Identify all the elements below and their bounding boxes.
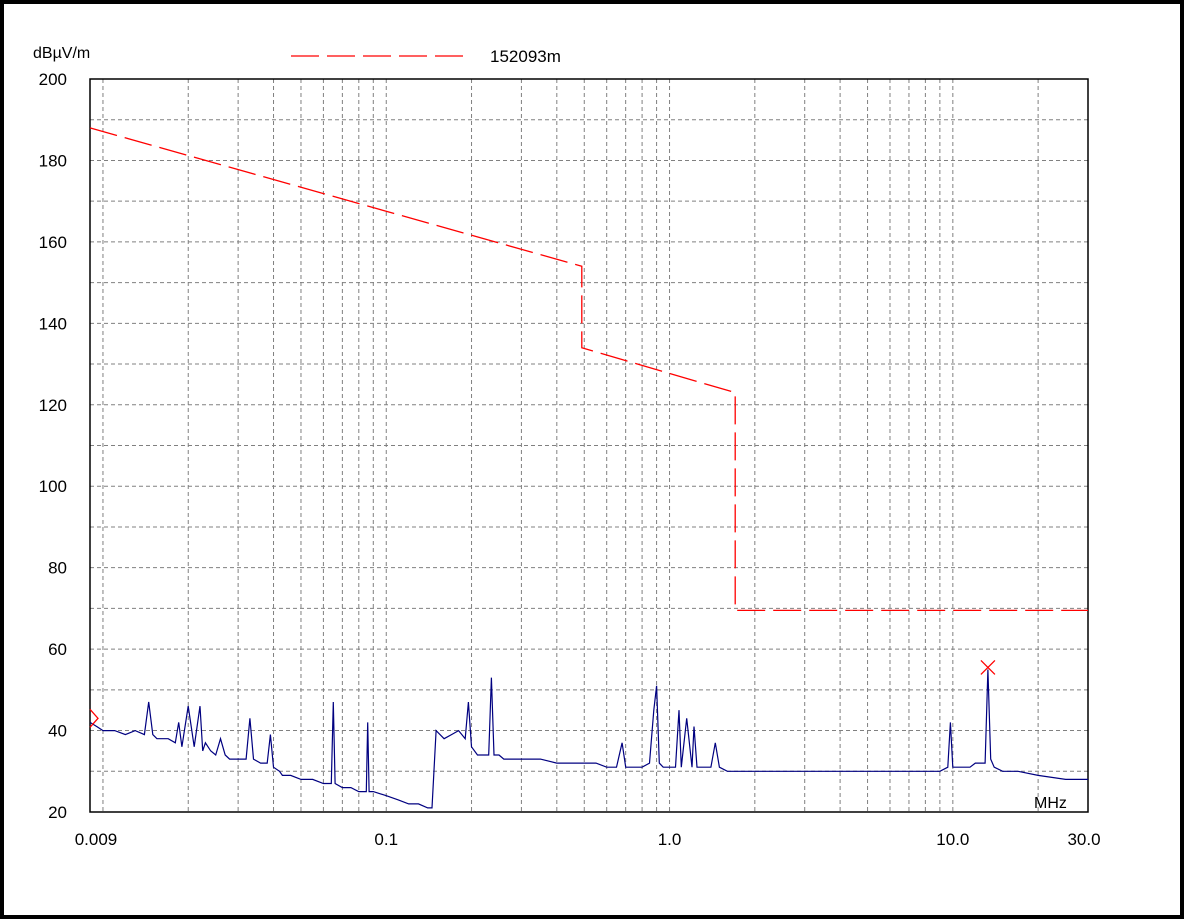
x-tick-label: 30.0 xyxy=(1067,830,1100,849)
y-tick-label: 80 xyxy=(48,559,67,578)
y-tick-label: 40 xyxy=(48,722,67,741)
series-layer xyxy=(89,127,1088,809)
plot-area xyxy=(89,78,1089,813)
legend-label: 152093m xyxy=(490,47,561,66)
y-tick-label: 100 xyxy=(39,477,67,496)
x-axis-label: MHz xyxy=(1034,795,1067,812)
grid xyxy=(90,79,1088,812)
measurement-trace-series xyxy=(89,669,1088,809)
peak-marker-x xyxy=(980,659,996,675)
y-tick-label: 20 xyxy=(48,803,67,822)
y-axis-label: dBµV/m xyxy=(33,45,90,62)
x-tick-label: 1.0 xyxy=(658,830,682,849)
y-tick-label: 200 xyxy=(39,70,67,89)
x-tick-label: 0.1 xyxy=(374,830,398,849)
y-tick-labels: 200 180 160 140 120 100 80 60 40 20 xyxy=(39,70,67,822)
emission-chart: 200 180 160 140 120 100 80 60 40 20 0.009 0.1 1.0 10… xyxy=(33,45,1101,849)
y-tick-label: 160 xyxy=(39,233,67,252)
y-tick-label: 60 xyxy=(48,640,67,659)
y-tick-label: 140 xyxy=(39,314,67,333)
x-tick-labels: 0.009 0.1 1.0 10.0 30.0 xyxy=(75,830,1101,849)
limit-line-series xyxy=(89,127,1088,612)
marker-layer xyxy=(89,659,996,728)
start-marker xyxy=(89,708,99,728)
legend: 152093m xyxy=(291,47,561,66)
y-tick-label: 180 xyxy=(39,151,67,170)
x-tick-label: 10.0 xyxy=(936,830,969,849)
x-tick-label: 0.009 xyxy=(75,830,118,849)
y-tick-label: 120 xyxy=(39,396,67,415)
